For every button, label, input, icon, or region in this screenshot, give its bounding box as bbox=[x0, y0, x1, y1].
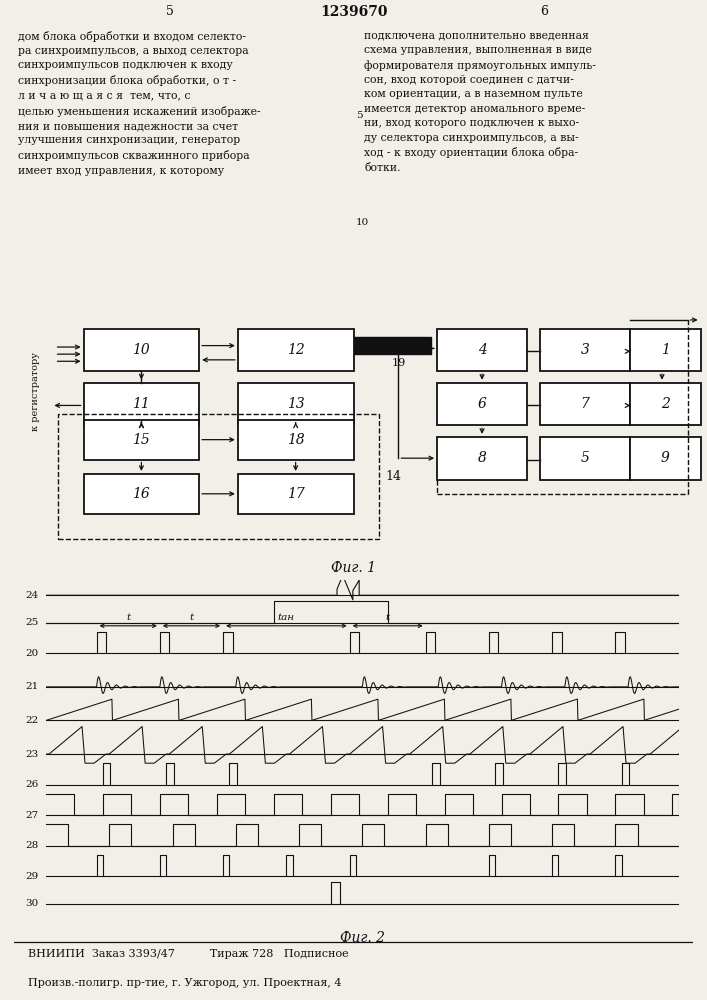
Text: 29: 29 bbox=[25, 872, 38, 881]
Bar bbox=[58, 414, 379, 539]
Text: 6: 6 bbox=[540, 5, 549, 18]
Text: подключена дополнительно введенная
схема управления, выполненная в виде
формиров: подключена дополнительно введенная схема… bbox=[364, 30, 596, 173]
Bar bbox=[83, 383, 199, 425]
Text: 21: 21 bbox=[25, 682, 38, 691]
Bar bbox=[83, 328, 199, 371]
Bar bbox=[437, 383, 527, 425]
Text: 14: 14 bbox=[385, 470, 402, 483]
Text: 24: 24 bbox=[25, 591, 38, 600]
Text: Произв.-полигр. пр-тие, г. Ужгород, ул. Проектная, 4: Произв.-полигр. пр-тие, г. Ужгород, ул. … bbox=[28, 978, 341, 988]
Text: 26: 26 bbox=[25, 780, 38, 789]
Text: 3: 3 bbox=[580, 343, 590, 357]
Text: 5: 5 bbox=[165, 5, 174, 18]
Text: 13: 13 bbox=[287, 397, 305, 411]
Text: t: t bbox=[189, 613, 194, 622]
Bar bbox=[238, 328, 354, 371]
Text: 19: 19 bbox=[392, 358, 406, 368]
Bar bbox=[630, 328, 701, 371]
Text: 12: 12 bbox=[287, 343, 305, 357]
Text: Фиг. 1: Фиг. 1 bbox=[331, 561, 376, 575]
Text: 5: 5 bbox=[580, 451, 590, 465]
Bar bbox=[238, 474, 354, 514]
Text: t: t bbox=[126, 613, 130, 622]
Text: t: t bbox=[385, 613, 390, 622]
Text: 6: 6 bbox=[478, 397, 486, 411]
Bar bbox=[238, 420, 354, 460]
Text: 28: 28 bbox=[25, 841, 38, 850]
Bar bbox=[630, 383, 701, 425]
Text: 7: 7 bbox=[580, 397, 590, 411]
Text: 11: 11 bbox=[132, 397, 151, 411]
Text: 8: 8 bbox=[478, 451, 486, 465]
Bar bbox=[540, 328, 630, 371]
Bar bbox=[238, 383, 354, 425]
Text: 16: 16 bbox=[132, 487, 151, 501]
Text: 27: 27 bbox=[25, 811, 38, 820]
Text: 17: 17 bbox=[287, 487, 305, 501]
Text: 10: 10 bbox=[132, 343, 151, 357]
Text: 18: 18 bbox=[287, 433, 305, 447]
Bar bbox=[83, 420, 199, 460]
Text: 23: 23 bbox=[25, 750, 38, 759]
Bar bbox=[437, 437, 527, 480]
Bar bbox=[630, 437, 701, 480]
Bar bbox=[354, 337, 431, 354]
Bar bbox=[437, 328, 527, 371]
Text: 2: 2 bbox=[661, 397, 670, 411]
Text: ВНИИПИ  Заказ 3393/47          Тираж 728   Подписное: ВНИИПИ Заказ 3393/47 Тираж 728 Подписное bbox=[28, 949, 349, 959]
Text: 10: 10 bbox=[356, 218, 369, 227]
Text: 1239670: 1239670 bbox=[320, 5, 387, 19]
Text: 15: 15 bbox=[132, 433, 151, 447]
Text: 4: 4 bbox=[478, 343, 486, 357]
Text: 22: 22 bbox=[25, 716, 38, 725]
Text: к регистратору: к регистратору bbox=[31, 352, 40, 431]
Text: 30: 30 bbox=[25, 899, 38, 908]
Bar bbox=[540, 437, 630, 480]
Text: tан: tан bbox=[278, 613, 295, 622]
Bar bbox=[540, 383, 630, 425]
Text: 5: 5 bbox=[356, 111, 362, 120]
Text: 25: 25 bbox=[25, 618, 38, 627]
Text: 20: 20 bbox=[25, 649, 38, 658]
Bar bbox=[83, 474, 199, 514]
Text: дом блока обработки и входом селекто-
ра синхроимпульсов, а выход селектора
синх: дом блока обработки и входом селекто- ра… bbox=[18, 30, 260, 176]
Text: Фиг. 2: Фиг. 2 bbox=[340, 931, 385, 945]
Text: 9: 9 bbox=[661, 451, 670, 465]
Text: 1: 1 bbox=[661, 343, 670, 357]
